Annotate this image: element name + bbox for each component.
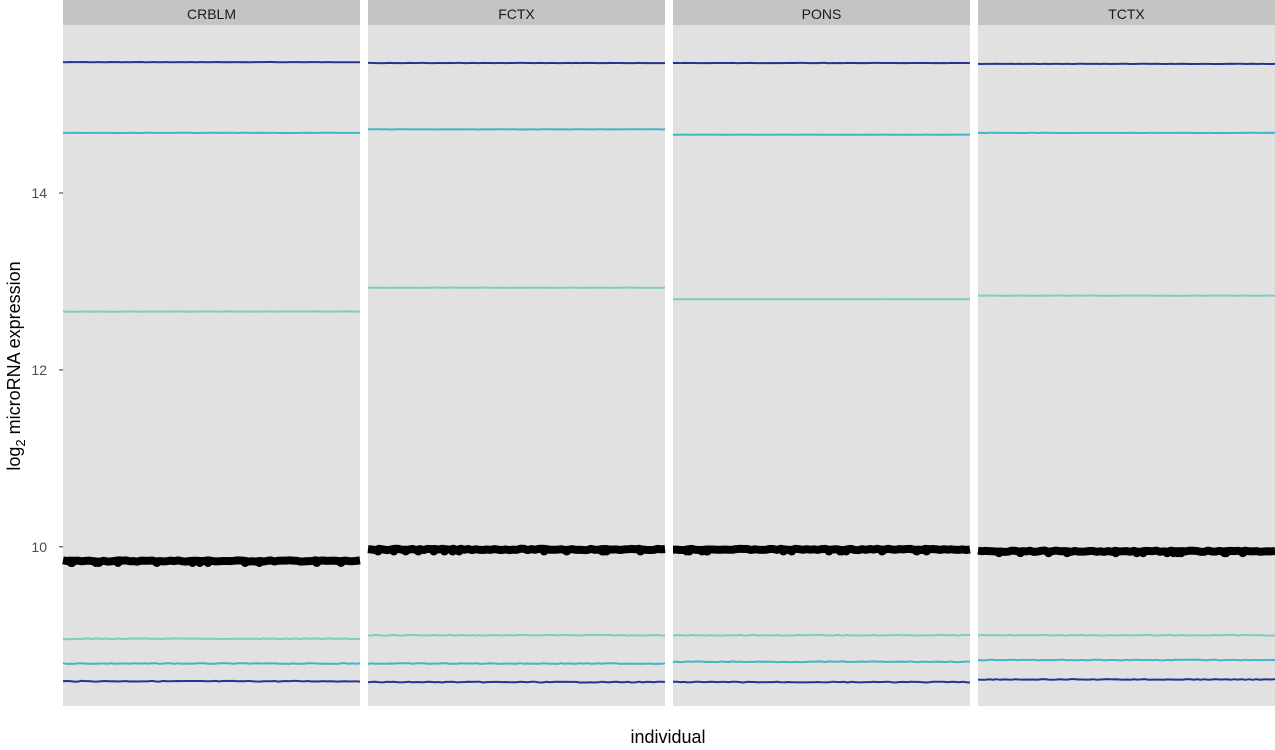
panel-background <box>673 25 970 706</box>
data-point <box>682 546 692 556</box>
panel-background <box>978 25 1275 706</box>
series-line <box>672 660 970 664</box>
strip-label: FCTX <box>498 6 535 22</box>
series-line <box>977 678 1275 681</box>
data-point <box>994 548 1004 558</box>
panel-crblm: CRBLM <box>62 0 361 706</box>
y-axis-title-suffix: microRNA expression <box>4 261 24 439</box>
y-axis-title-subscript: 2 <box>13 439 28 446</box>
data-point <box>188 558 197 567</box>
panel-tctx: TCTX <box>977 0 1275 706</box>
strip-background <box>368 0 665 25</box>
panel-background <box>368 25 665 706</box>
data-point <box>922 546 932 556</box>
y-tick-label: 10 <box>31 539 47 555</box>
strip-label: CRBLM <box>187 6 236 22</box>
y-axis: 10 12 14 <box>31 185 63 555</box>
data-point <box>240 558 250 567</box>
data-point <box>91 558 101 567</box>
panel-background <box>63 25 360 706</box>
data-point <box>599 546 608 556</box>
data-point <box>1169 548 1178 558</box>
strip-background <box>673 0 970 25</box>
data-point <box>195 558 205 567</box>
series-line <box>367 662 666 665</box>
data-point <box>835 546 845 556</box>
data-point <box>448 546 458 556</box>
data-point <box>1044 548 1054 558</box>
strip-background <box>63 0 360 25</box>
series-line <box>367 680 666 684</box>
data-point <box>1111 548 1121 558</box>
data-point <box>1138 548 1148 558</box>
series-line <box>673 680 971 684</box>
data-point <box>877 546 887 556</box>
chart-panels: CRBLM FCTX PONS TCTX <box>62 0 1275 706</box>
series-line <box>672 633 971 637</box>
data-point <box>787 546 797 556</box>
data-point <box>439 546 449 556</box>
data-point <box>413 546 423 556</box>
data-point <box>697 546 707 556</box>
data-point <box>152 558 162 567</box>
data-point <box>429 546 439 556</box>
data-point <box>1220 548 1229 558</box>
data-point <box>539 546 549 556</box>
data-point <box>113 558 123 567</box>
series-line <box>977 633 1275 637</box>
data-point <box>454 546 464 556</box>
panel-fctx: FCTX <box>367 0 666 706</box>
data-point <box>778 546 788 556</box>
x-axis-title: individual <box>630 727 705 747</box>
data-point <box>67 558 77 567</box>
data-point <box>1062 548 1072 558</box>
series-line <box>62 662 361 665</box>
data-point <box>1162 548 1172 558</box>
strip-label: TCTX <box>1108 6 1145 22</box>
data-point <box>1132 548 1142 558</box>
data-point <box>824 546 834 556</box>
y-axis-title: log2 microRNA expression <box>4 261 28 470</box>
data-point <box>254 558 264 567</box>
data-point <box>389 546 399 556</box>
panel-pons: PONS <box>672 0 971 706</box>
y-tick-label: 12 <box>31 362 47 378</box>
strip-label: PONS <box>802 6 842 22</box>
data-point <box>336 558 346 567</box>
data-point <box>373 546 383 556</box>
y-axis-title-prefix: log <box>4 447 24 471</box>
strip-background <box>978 0 1275 25</box>
data-point <box>912 546 922 556</box>
data-point <box>203 558 213 567</box>
data-point <box>562 546 572 556</box>
series-line <box>62 637 361 641</box>
data-point <box>1238 548 1248 558</box>
data-point <box>1015 548 1025 558</box>
data-point <box>312 558 322 567</box>
series-line <box>977 658 1275 662</box>
series-line <box>62 679 361 683</box>
y-tick-label: 14 <box>31 185 47 201</box>
data-point <box>635 546 645 556</box>
series-line <box>367 544 666 555</box>
series-line <box>367 633 666 637</box>
data-point <box>401 546 411 556</box>
